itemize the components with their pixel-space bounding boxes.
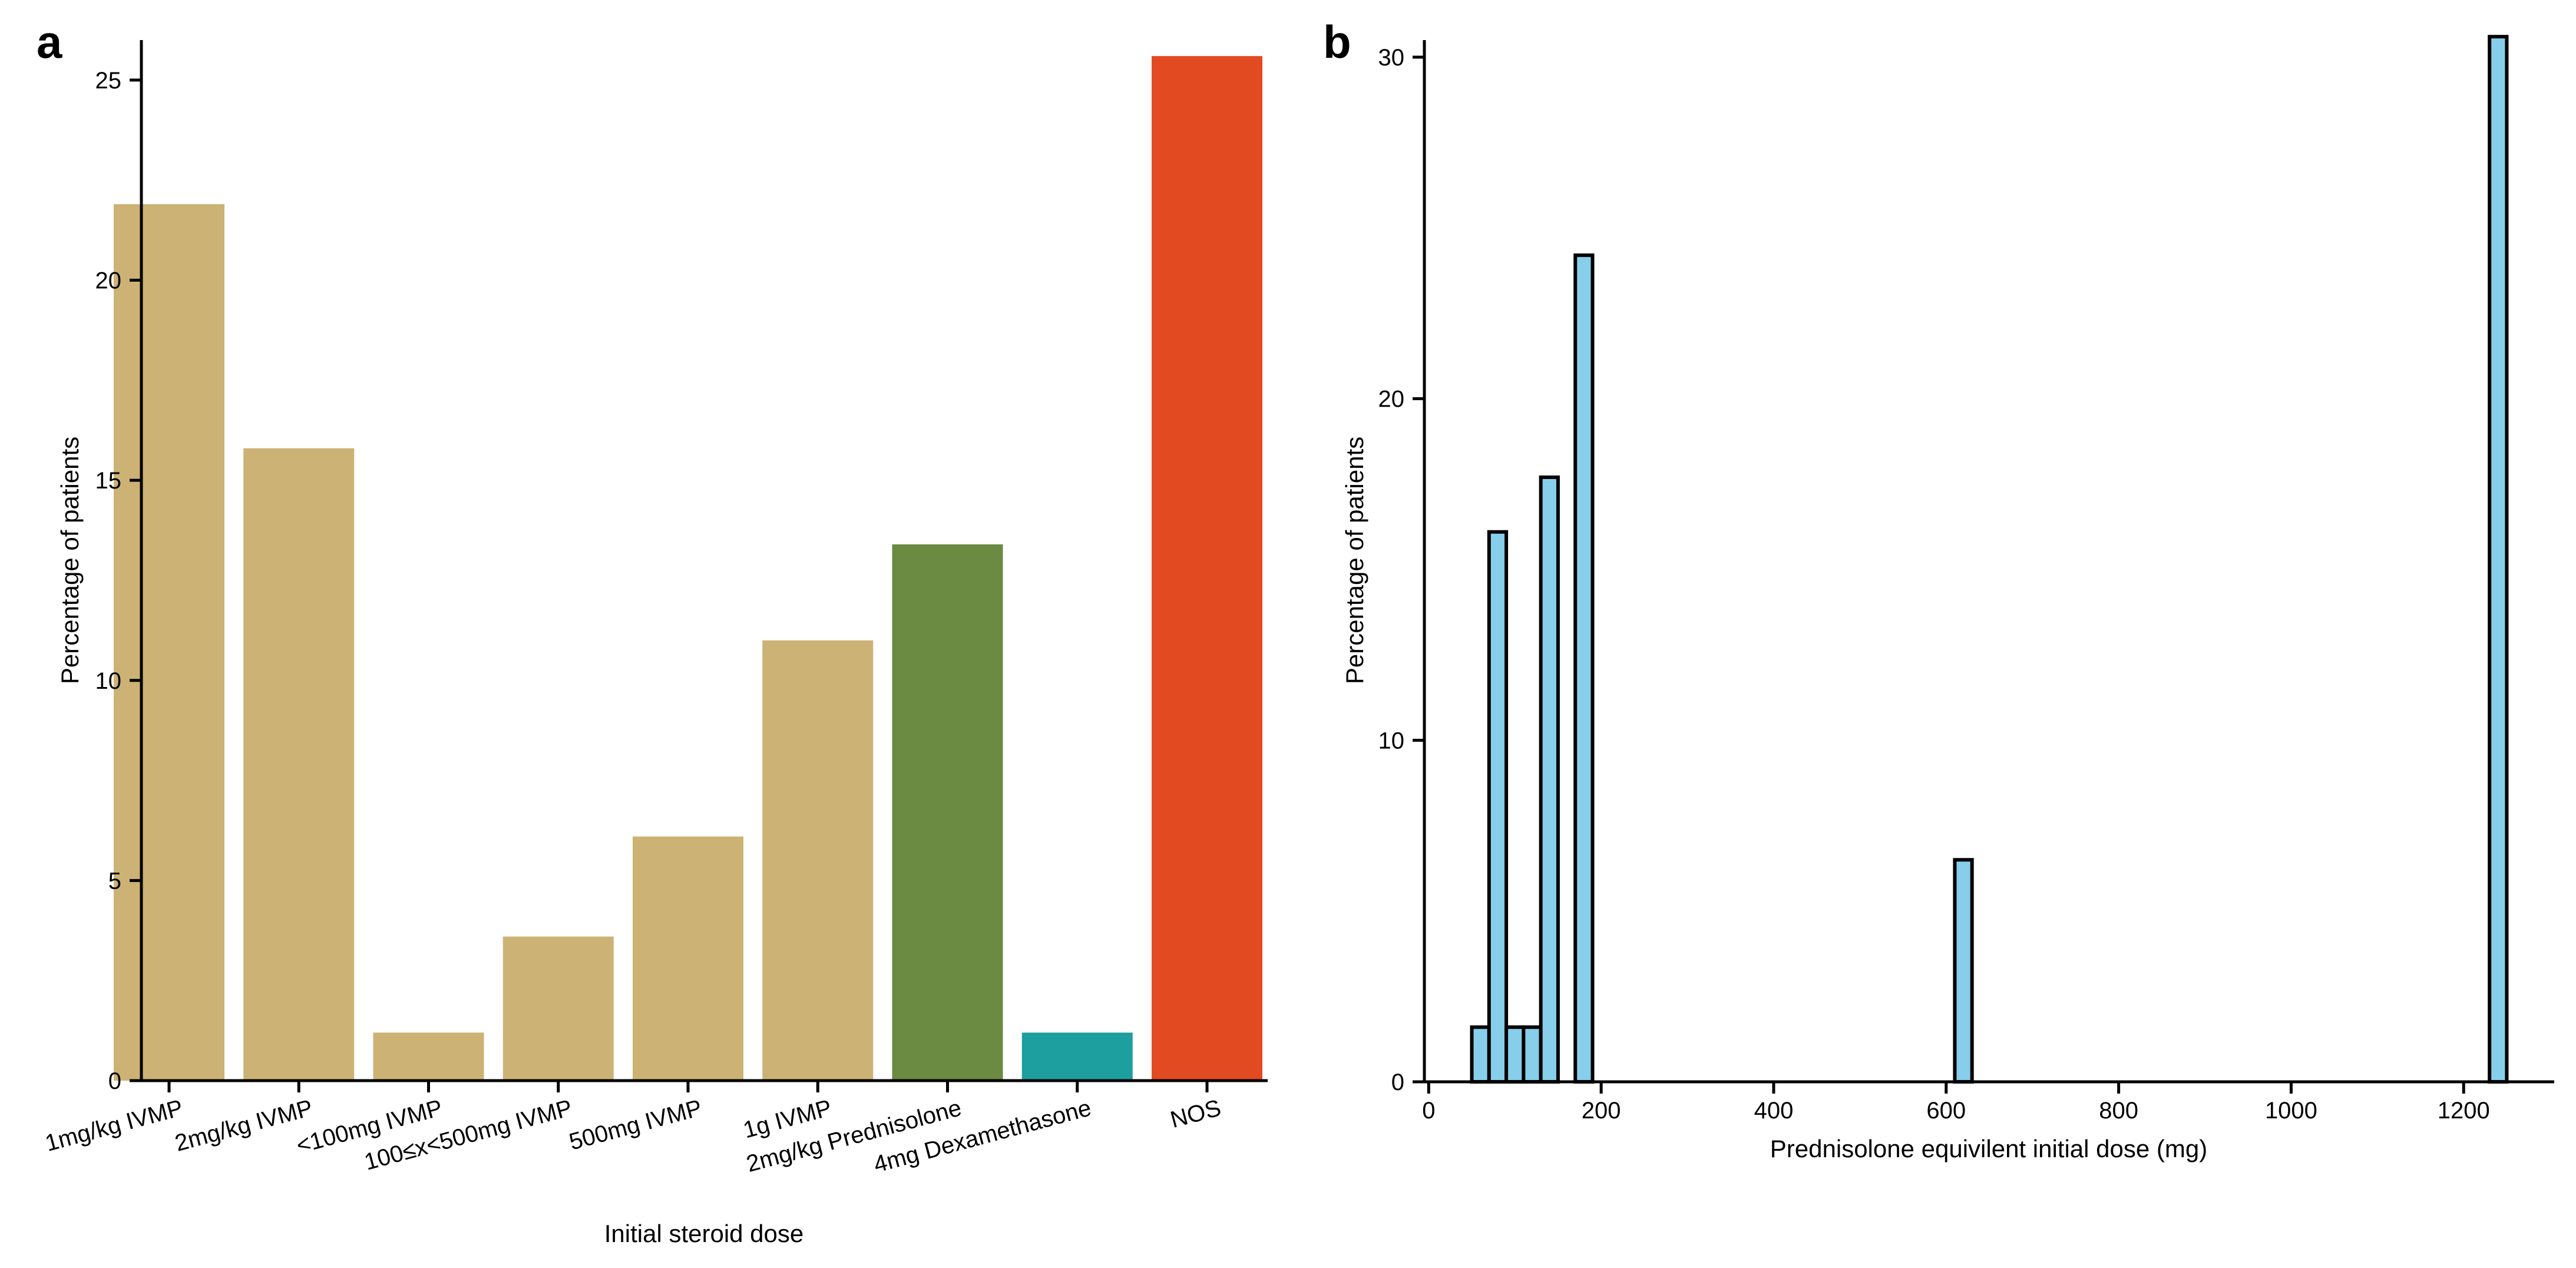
x-tick-label: 2mg/kg IVMP: [172, 1095, 315, 1157]
panel-b-bars: [1470, 35, 2509, 1084]
histogram-bar-6: [1573, 253, 1595, 1084]
panel-b-y-ticks: 0 10 20 30: [1378, 45, 1424, 1095]
x-tick-label: 400: [1754, 1098, 1794, 1124]
y-tick-label: 5: [108, 868, 121, 894]
y-tick-label: 15: [95, 468, 122, 494]
histogram-bar-1: [1470, 1025, 1491, 1084]
x-tick-label: 1mg/kg IVMP: [42, 1095, 186, 1157]
x-tick-label: NOS: [1168, 1095, 1223, 1133]
y-tick-label: 0: [108, 1068, 121, 1094]
panel-b-x-axis-title: Prednisolone equivilent initial dose (mg…: [1770, 1135, 2207, 1163]
y-tick-label: 20: [1378, 387, 1405, 412]
bar-7: [892, 544, 1003, 1081]
y-tick-label: 20: [95, 268, 122, 294]
panel-b: b 0 10 20 30 0 200 400 600 800 1000 1200 Predniso…: [1323, 16, 2554, 1163]
x-tick-label: 800: [2099, 1098, 2138, 1124]
x-tick-label: 1000: [2265, 1098, 2317, 1124]
y-tick-label: 30: [1378, 45, 1405, 71]
histogram-bar-4: [1522, 1025, 1543, 1084]
histogram-bar-8: [2488, 35, 2509, 1084]
bar-4: [502, 936, 614, 1081]
bar-5: [633, 836, 743, 1081]
bar-8: [1021, 1032, 1133, 1081]
x-tick-label: 0: [1422, 1098, 1435, 1124]
y-tick-label: 25: [95, 68, 122, 94]
panel-b-letter: b: [1323, 16, 1351, 68]
bar-9: [1152, 56, 1262, 1081]
histogram-bar-7: [1953, 858, 1974, 1084]
histogram-bar-2: [1487, 530, 1509, 1084]
panel-a-bars: [114, 56, 1262, 1081]
y-tick-label: 0: [1391, 1069, 1404, 1095]
x-tick-label: 2mg/kg Prednisolone: [743, 1095, 964, 1177]
bar-3: [373, 1032, 484, 1081]
histogram-bar-3: [1504, 1025, 1526, 1084]
x-tick-label: 4mg Dexamethasone: [871, 1095, 1094, 1178]
panel-a-y-ticks: 0 5 10 15 20 25: [95, 68, 141, 1094]
panel-b-x-ticks: 0 200 400 600 800 1000 1200: [1422, 1082, 2490, 1124]
y-tick-label: 10: [95, 668, 122, 694]
x-tick-label: 1200: [2438, 1098, 2490, 1124]
panel-a-x-axis-title: Initial steroid dose: [604, 1220, 804, 1247]
x-tick-label: 600: [1926, 1098, 1966, 1124]
bar-2: [243, 448, 355, 1081]
x-tick-label: 500mg IVMP: [567, 1095, 705, 1155]
y-tick-label: 10: [1378, 728, 1405, 754]
bar-6: [762, 640, 874, 1081]
panel-a-y-axis-title: Percentage of patients: [56, 437, 84, 684]
bar-1: [114, 204, 224, 1081]
x-tick-label: 200: [1582, 1098, 1621, 1124]
histogram-bar-5: [1539, 475, 1560, 1084]
panel-b-y-axis-title: Percentage of patients: [1341, 437, 1368, 684]
panel-a-letter: a: [37, 16, 62, 68]
